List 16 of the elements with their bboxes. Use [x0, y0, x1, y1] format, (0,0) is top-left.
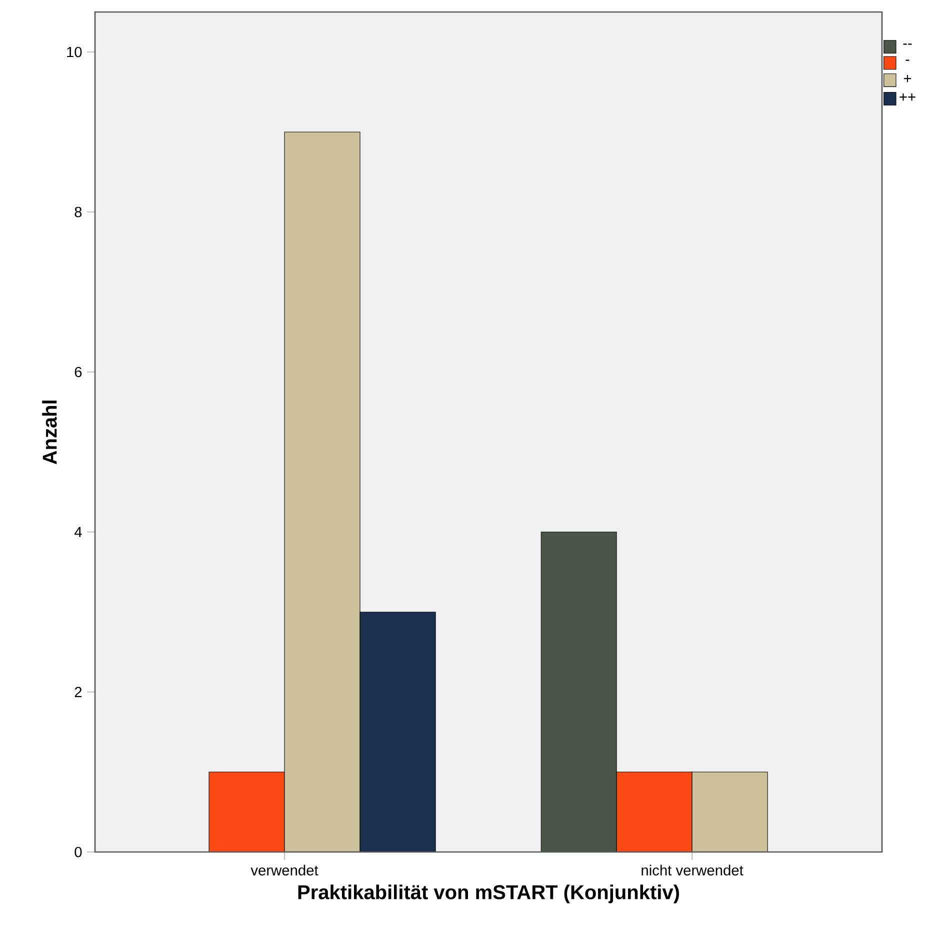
x-tick-label: verwendet: [250, 864, 318, 876]
legend-label: ++: [900, 93, 916, 101]
y-tick-label: 10: [67, 46, 82, 58]
y-tick-label: 2: [74, 686, 82, 698]
x-tick-label: nicht verwendet: [642, 864, 744, 876]
y-tick-label: 0: [74, 846, 82, 858]
y-axis-title: Anzahl: [42, 400, 57, 464]
legend-label: +: [904, 74, 912, 82]
y-tick-label: 6: [74, 366, 82, 378]
bar: [208, 772, 285, 852]
legend-label: --: [903, 44, 912, 45]
x-axis-title: Praktikabilität von mSTART (Konjunktiv): [298, 884, 679, 904]
y-tick-label: 8: [74, 206, 82, 218]
legend-label: -: [906, 60, 910, 61]
bar: [616, 772, 692, 852]
y-tick-label: 4: [74, 526, 82, 538]
